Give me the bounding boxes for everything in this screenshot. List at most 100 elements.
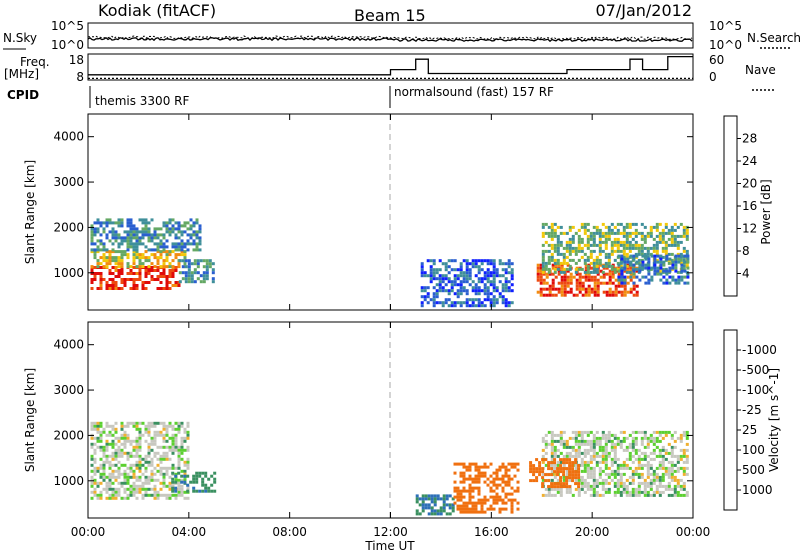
velocity-cell bbox=[661, 466, 665, 470]
power-cell bbox=[150, 275, 154, 278]
power-cell bbox=[539, 278, 543, 282]
power-cell bbox=[586, 267, 590, 271]
power-cell bbox=[605, 266, 609, 270]
velocity-cell bbox=[595, 454, 599, 458]
power-cell bbox=[661, 237, 665, 241]
velocity-cell bbox=[132, 448, 136, 452]
velocity-cell bbox=[120, 451, 124, 455]
power-cell bbox=[673, 222, 677, 226]
velocity-cell bbox=[165, 466, 169, 470]
power-cell bbox=[111, 221, 115, 225]
power-cell bbox=[577, 228, 581, 232]
power-cell bbox=[501, 298, 505, 302]
power-cell bbox=[471, 262, 475, 266]
power-cell bbox=[614, 278, 618, 282]
power-cell bbox=[483, 304, 487, 308]
velocity-cell bbox=[448, 506, 452, 510]
velocity-cell bbox=[541, 458, 545, 462]
power-cell bbox=[483, 292, 487, 296]
power-cell bbox=[195, 218, 199, 222]
power-cell bbox=[162, 248, 166, 252]
power-cell bbox=[96, 230, 100, 234]
velocity-cell bbox=[652, 493, 656, 497]
power-cell bbox=[147, 269, 151, 272]
velocity-cell bbox=[676, 493, 680, 497]
velocity-cell bbox=[553, 451, 557, 455]
velocity-cell bbox=[604, 460, 608, 464]
power-cell bbox=[635, 275, 639, 279]
power-cell bbox=[147, 236, 151, 240]
velocity-cell bbox=[90, 496, 94, 500]
velocity-cell bbox=[649, 466, 653, 470]
velocity-cell bbox=[135, 466, 139, 470]
power-cell bbox=[486, 277, 490, 281]
velocity-cell bbox=[634, 430, 638, 434]
power-cell bbox=[589, 249, 593, 253]
velocity-cell bbox=[198, 471, 202, 475]
power-cell bbox=[459, 283, 463, 287]
power-cell bbox=[429, 277, 433, 281]
velocity-cell bbox=[477, 510, 481, 514]
velocity-cell bbox=[153, 484, 157, 488]
velocity-cell bbox=[492, 480, 496, 484]
velocity-cell bbox=[631, 478, 635, 482]
velocity-cell bbox=[102, 427, 106, 431]
velocity-cell bbox=[559, 476, 563, 480]
power-cell bbox=[655, 228, 659, 232]
velocity-cell bbox=[604, 487, 608, 491]
velocity-cell bbox=[204, 474, 208, 478]
power-cell bbox=[450, 268, 454, 272]
power-cell bbox=[623, 269, 627, 273]
power-cell bbox=[159, 242, 163, 246]
velocity-cell bbox=[613, 493, 617, 497]
power-cell bbox=[129, 272, 133, 275]
power-cell bbox=[631, 222, 635, 226]
velocity-cell bbox=[559, 479, 563, 483]
velocity-cell bbox=[102, 448, 106, 452]
power-cell bbox=[685, 264, 689, 268]
velocity-cell bbox=[159, 421, 163, 425]
power-cell bbox=[187, 262, 191, 266]
velocity-cell bbox=[568, 467, 572, 471]
velocity-cell bbox=[483, 462, 487, 466]
power-cell bbox=[623, 263, 627, 267]
velocity-cell bbox=[117, 445, 121, 449]
velocity-cell bbox=[661, 484, 665, 488]
power-cell bbox=[504, 301, 508, 305]
velocity-cell bbox=[168, 493, 172, 497]
power-cell bbox=[589, 252, 593, 256]
velocity-cell bbox=[586, 475, 590, 479]
power-cell bbox=[459, 271, 463, 275]
power-cell bbox=[578, 284, 582, 288]
power-cell bbox=[623, 275, 627, 279]
power-cell bbox=[623, 257, 627, 261]
power-cell bbox=[465, 280, 469, 284]
velocity-cell bbox=[556, 433, 560, 437]
power-cell bbox=[607, 261, 611, 265]
power-cell bbox=[507, 280, 511, 284]
power-cell bbox=[153, 248, 157, 252]
velocity-cell bbox=[427, 494, 431, 498]
velocity-cell bbox=[462, 486, 466, 490]
velocity-cell bbox=[162, 427, 166, 431]
power-cell bbox=[649, 234, 653, 238]
power-cell bbox=[429, 268, 433, 272]
power-cell bbox=[174, 236, 178, 240]
power-cell bbox=[628, 246, 632, 250]
power-cell bbox=[183, 262, 187, 266]
velocity-cell bbox=[210, 489, 214, 493]
velocity-cell bbox=[559, 493, 563, 497]
power-cell bbox=[462, 271, 466, 275]
power-cell bbox=[456, 289, 460, 293]
power-cell bbox=[631, 237, 635, 241]
velocity-cell bbox=[670, 433, 674, 437]
power-cell bbox=[420, 262, 424, 266]
power-cell bbox=[99, 224, 103, 228]
power-cell bbox=[453, 280, 457, 284]
velocity-cell bbox=[562, 458, 566, 462]
velocity-cell bbox=[574, 487, 578, 491]
velocity-cell bbox=[643, 463, 647, 467]
velocity-cell bbox=[156, 478, 160, 482]
power-cell bbox=[646, 246, 650, 250]
